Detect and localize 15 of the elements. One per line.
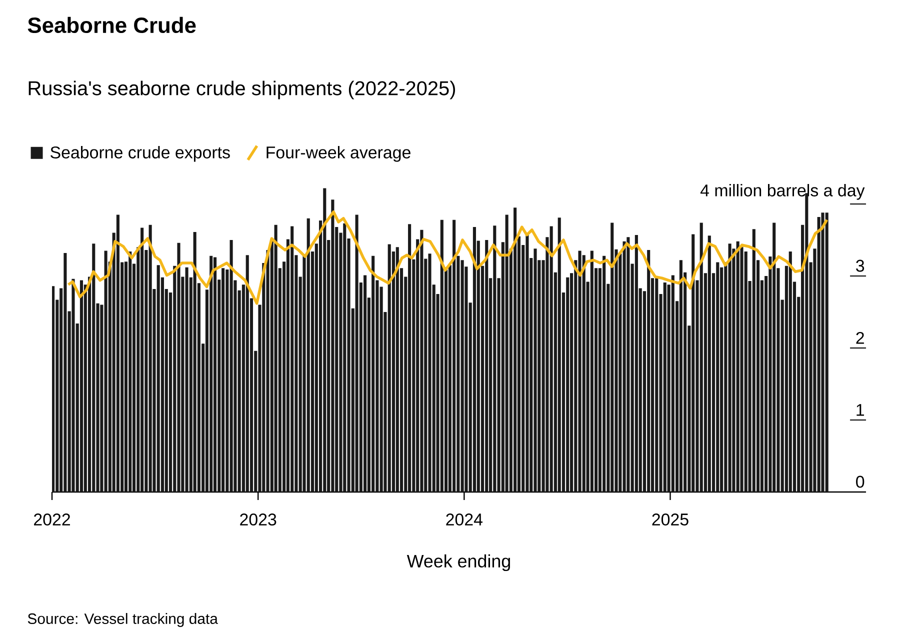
y-tick-label: 3 — [856, 260, 864, 272]
x-tick-label: 2025 — [652, 514, 688, 526]
source-note: Source: Vessel tracking data — [28, 613, 218, 627]
x-tick-label: 2023 — [240, 514, 276, 526]
chart-title: Seaborne Crude — [28, 16, 196, 34]
chart-subtitle: Russia's seaborne crude shipments (2022-2025) — [28, 80, 456, 100]
x-axis-title: Week ending — [406, 554, 510, 572]
y-tick-label: 1 — [856, 404, 864, 416]
y-tick-label: 4 million barrels a day — [700, 184, 865, 200]
x-tick-label: 2024 — [446, 514, 482, 526]
y-tick-label: 0 — [856, 476, 864, 488]
legend-label: Seaborne crude exports — [50, 146, 230, 162]
y-tick-label: 2 — [856, 332, 864, 344]
legend-label: Four-week average — [266, 146, 410, 162]
x-tick-label: 2022 — [34, 514, 70, 526]
